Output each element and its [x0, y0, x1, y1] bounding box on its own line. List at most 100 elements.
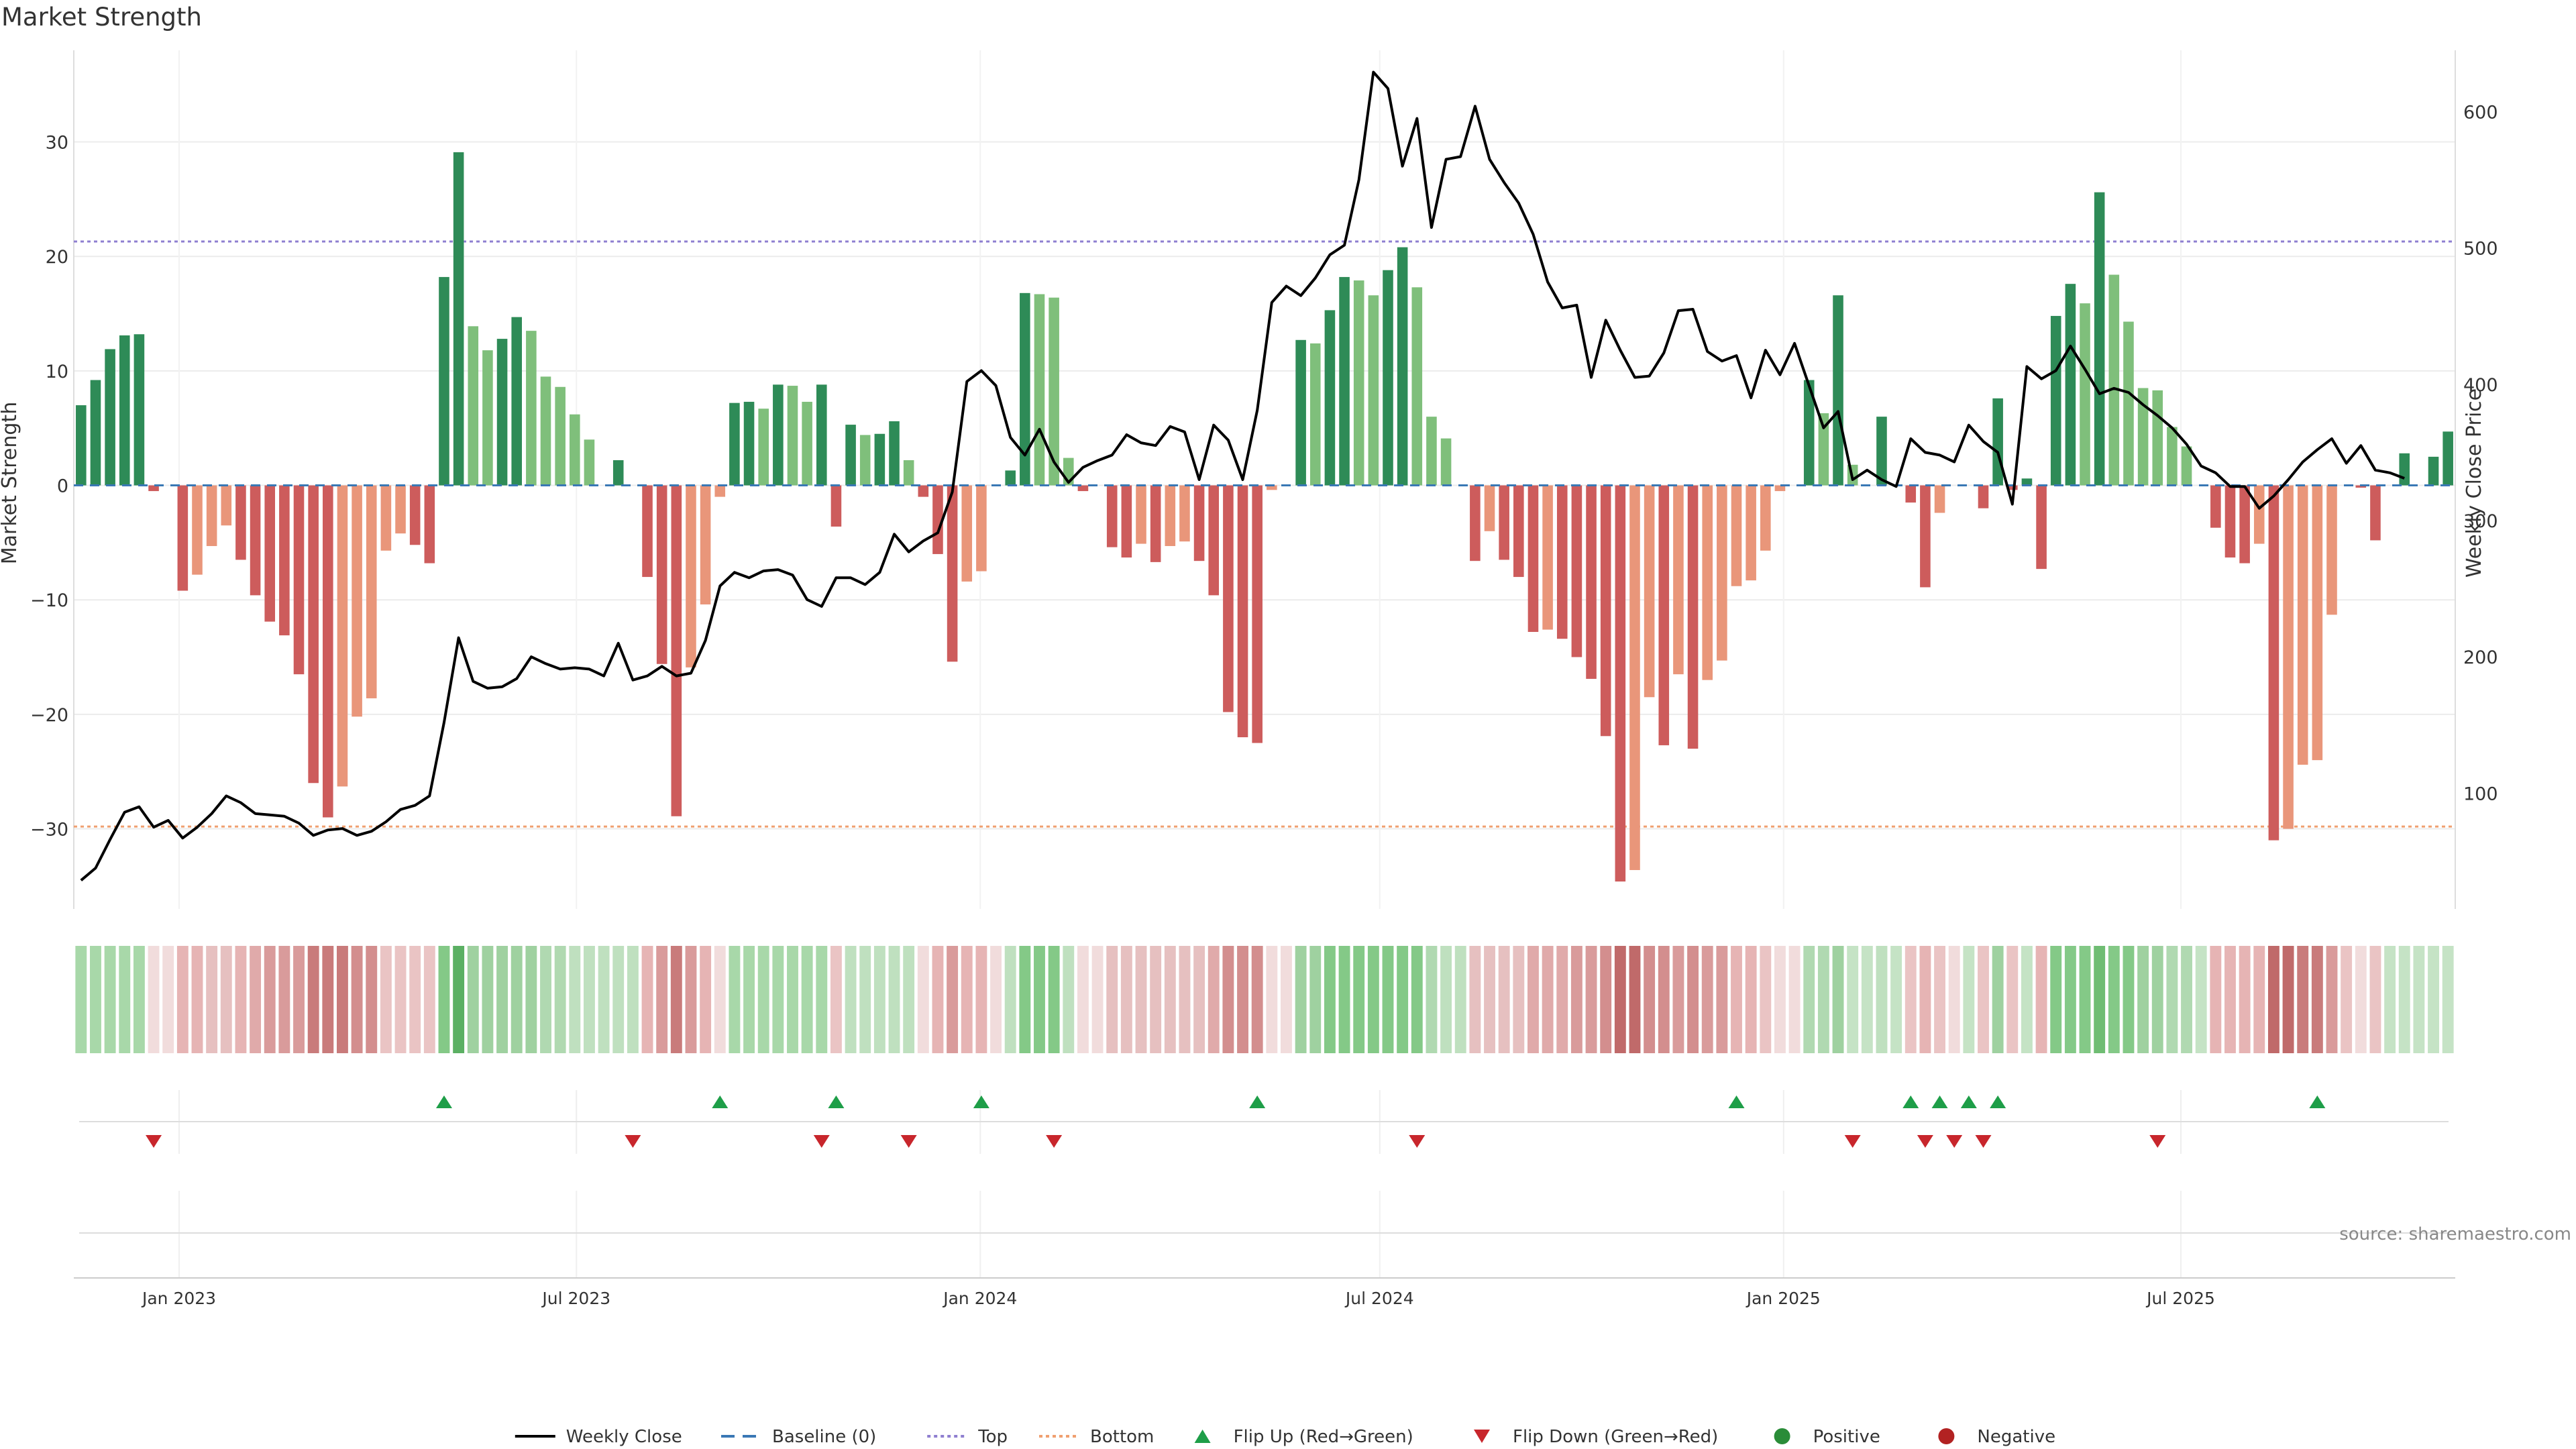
band-cell	[1963, 946, 1975, 1053]
band-cell	[1266, 946, 1278, 1053]
flip-down-marker	[2149, 1135, 2166, 1148]
band-cell	[975, 946, 987, 1053]
strength-bar	[2137, 388, 2149, 486]
strength-bar	[482, 350, 493, 486]
strength-bar	[758, 409, 769, 486]
band-cell	[612, 946, 625, 1053]
strength-bar	[2080, 303, 2090, 486]
strength-bar	[1615, 485, 1626, 882]
band-cell	[1048, 946, 1060, 1053]
strength-bar	[1687, 485, 1699, 749]
strength-bar	[1077, 485, 1089, 492]
strength-bar	[729, 402, 740, 486]
page-title: Market Strength	[1, 3, 202, 32]
threshold-lines	[74, 240, 2455, 828]
strength-bar	[1252, 485, 1263, 743]
legend-item-bottom: Bottom	[1039, 1427, 1154, 1447]
band-cell	[656, 946, 668, 1053]
band-cell	[482, 946, 494, 1053]
strength-bar	[1803, 380, 1815, 486]
x-tick-label: Jan 2024	[942, 1289, 1017, 1308]
flip-up-marker	[1249, 1095, 1266, 1108]
legend-label: Top	[977, 1427, 1008, 1447]
band-cell	[2021, 946, 2033, 1053]
flip-down-marker	[813, 1135, 830, 1148]
strength-bar	[1484, 485, 1495, 531]
band-cell	[264, 946, 276, 1053]
band-cell	[903, 946, 915, 1053]
band-cell	[2137, 946, 2149, 1053]
band-cell	[2079, 946, 2091, 1053]
legend-marker	[1774, 1428, 1790, 1444]
band-cell	[1338, 946, 1350, 1053]
flip-down-marker	[1046, 1135, 1063, 1148]
band-cell	[438, 946, 450, 1053]
flip-up-marker	[1990, 1095, 2006, 1108]
strength-bar	[1034, 294, 1045, 486]
legend-item-weekly_close: Weekly Close	[515, 1427, 682, 1447]
strength-bar	[2094, 192, 2105, 486]
band-cell	[75, 946, 87, 1053]
band-cell	[1803, 946, 1815, 1053]
strength-bar	[148, 485, 159, 492]
band-cell	[1498, 946, 1510, 1053]
band-cell	[220, 946, 232, 1053]
strength-bar	[221, 485, 232, 526]
band-cell	[1077, 946, 1089, 1053]
band-cell	[1847, 946, 1859, 1053]
band-cell	[1251, 946, 1263, 1053]
band-cell	[1179, 946, 1191, 1053]
legend-label: Negative	[1977, 1427, 2055, 1447]
strength-bar	[1237, 485, 1248, 737]
strength-bar	[2181, 446, 2192, 486]
band-cell	[235, 946, 247, 1053]
band-cell	[250, 946, 262, 1053]
y-left-tick-label: 10	[46, 362, 68, 382]
band-cell	[148, 946, 160, 1053]
strength-bar	[1309, 343, 1321, 486]
strength-bar	[1106, 485, 1118, 547]
strength-bar	[1005, 470, 1016, 486]
strength-bar	[918, 485, 929, 497]
strength-bar	[1818, 413, 1829, 486]
strength-bar	[496, 339, 508, 486]
band-cell	[888, 946, 900, 1053]
band-cell	[467, 946, 479, 1053]
strength-bar	[642, 485, 653, 578]
strength-bar	[2036, 485, 2047, 570]
band-cell	[322, 946, 334, 1053]
strength-bar	[830, 485, 842, 527]
strength-bar	[511, 317, 523, 486]
strength-bar	[2167, 427, 2178, 486]
band-cell	[1585, 946, 1597, 1053]
strength-bar	[293, 485, 305, 675]
legend-label: Baseline (0)	[772, 1427, 876, 1447]
x-tick-label: Jul 2023	[541, 1289, 610, 1308]
band-cell	[757, 946, 769, 1053]
y-left-tick-label: −20	[30, 705, 68, 726]
legend-item-positive: Positive	[1774, 1427, 1880, 1447]
band-cell	[743, 946, 755, 1053]
strength-bar	[859, 435, 871, 486]
band-cell	[932, 946, 944, 1053]
band-cell	[1876, 946, 1888, 1053]
strength-bar	[1920, 485, 1931, 588]
strength-bar	[932, 485, 943, 554]
band-cell	[2123, 946, 2135, 1053]
band-cell	[90, 946, 101, 1053]
flip-down-marker	[625, 1135, 641, 1148]
strength-bar	[468, 326, 479, 486]
strength-bar	[2021, 478, 2033, 486]
x-tick-label: Jul 2024	[1344, 1289, 1414, 1308]
strength-bar	[2210, 485, 2221, 528]
legend-marker	[1474, 1430, 1490, 1443]
x-axis-tick-labels: Jan 2023 Jul 2023 Jan 2024 Jul 2024 Jan 2025…	[141, 1289, 2215, 1308]
band-cell	[1309, 946, 1322, 1053]
strength-bar	[686, 485, 696, 667]
band-cell	[787, 946, 798, 1053]
strength-bar	[279, 485, 290, 636]
strength-bar	[119, 335, 130, 486]
strength-bar	[1527, 485, 1539, 632]
y-axis-left-label: Market Strength	[0, 402, 21, 564]
